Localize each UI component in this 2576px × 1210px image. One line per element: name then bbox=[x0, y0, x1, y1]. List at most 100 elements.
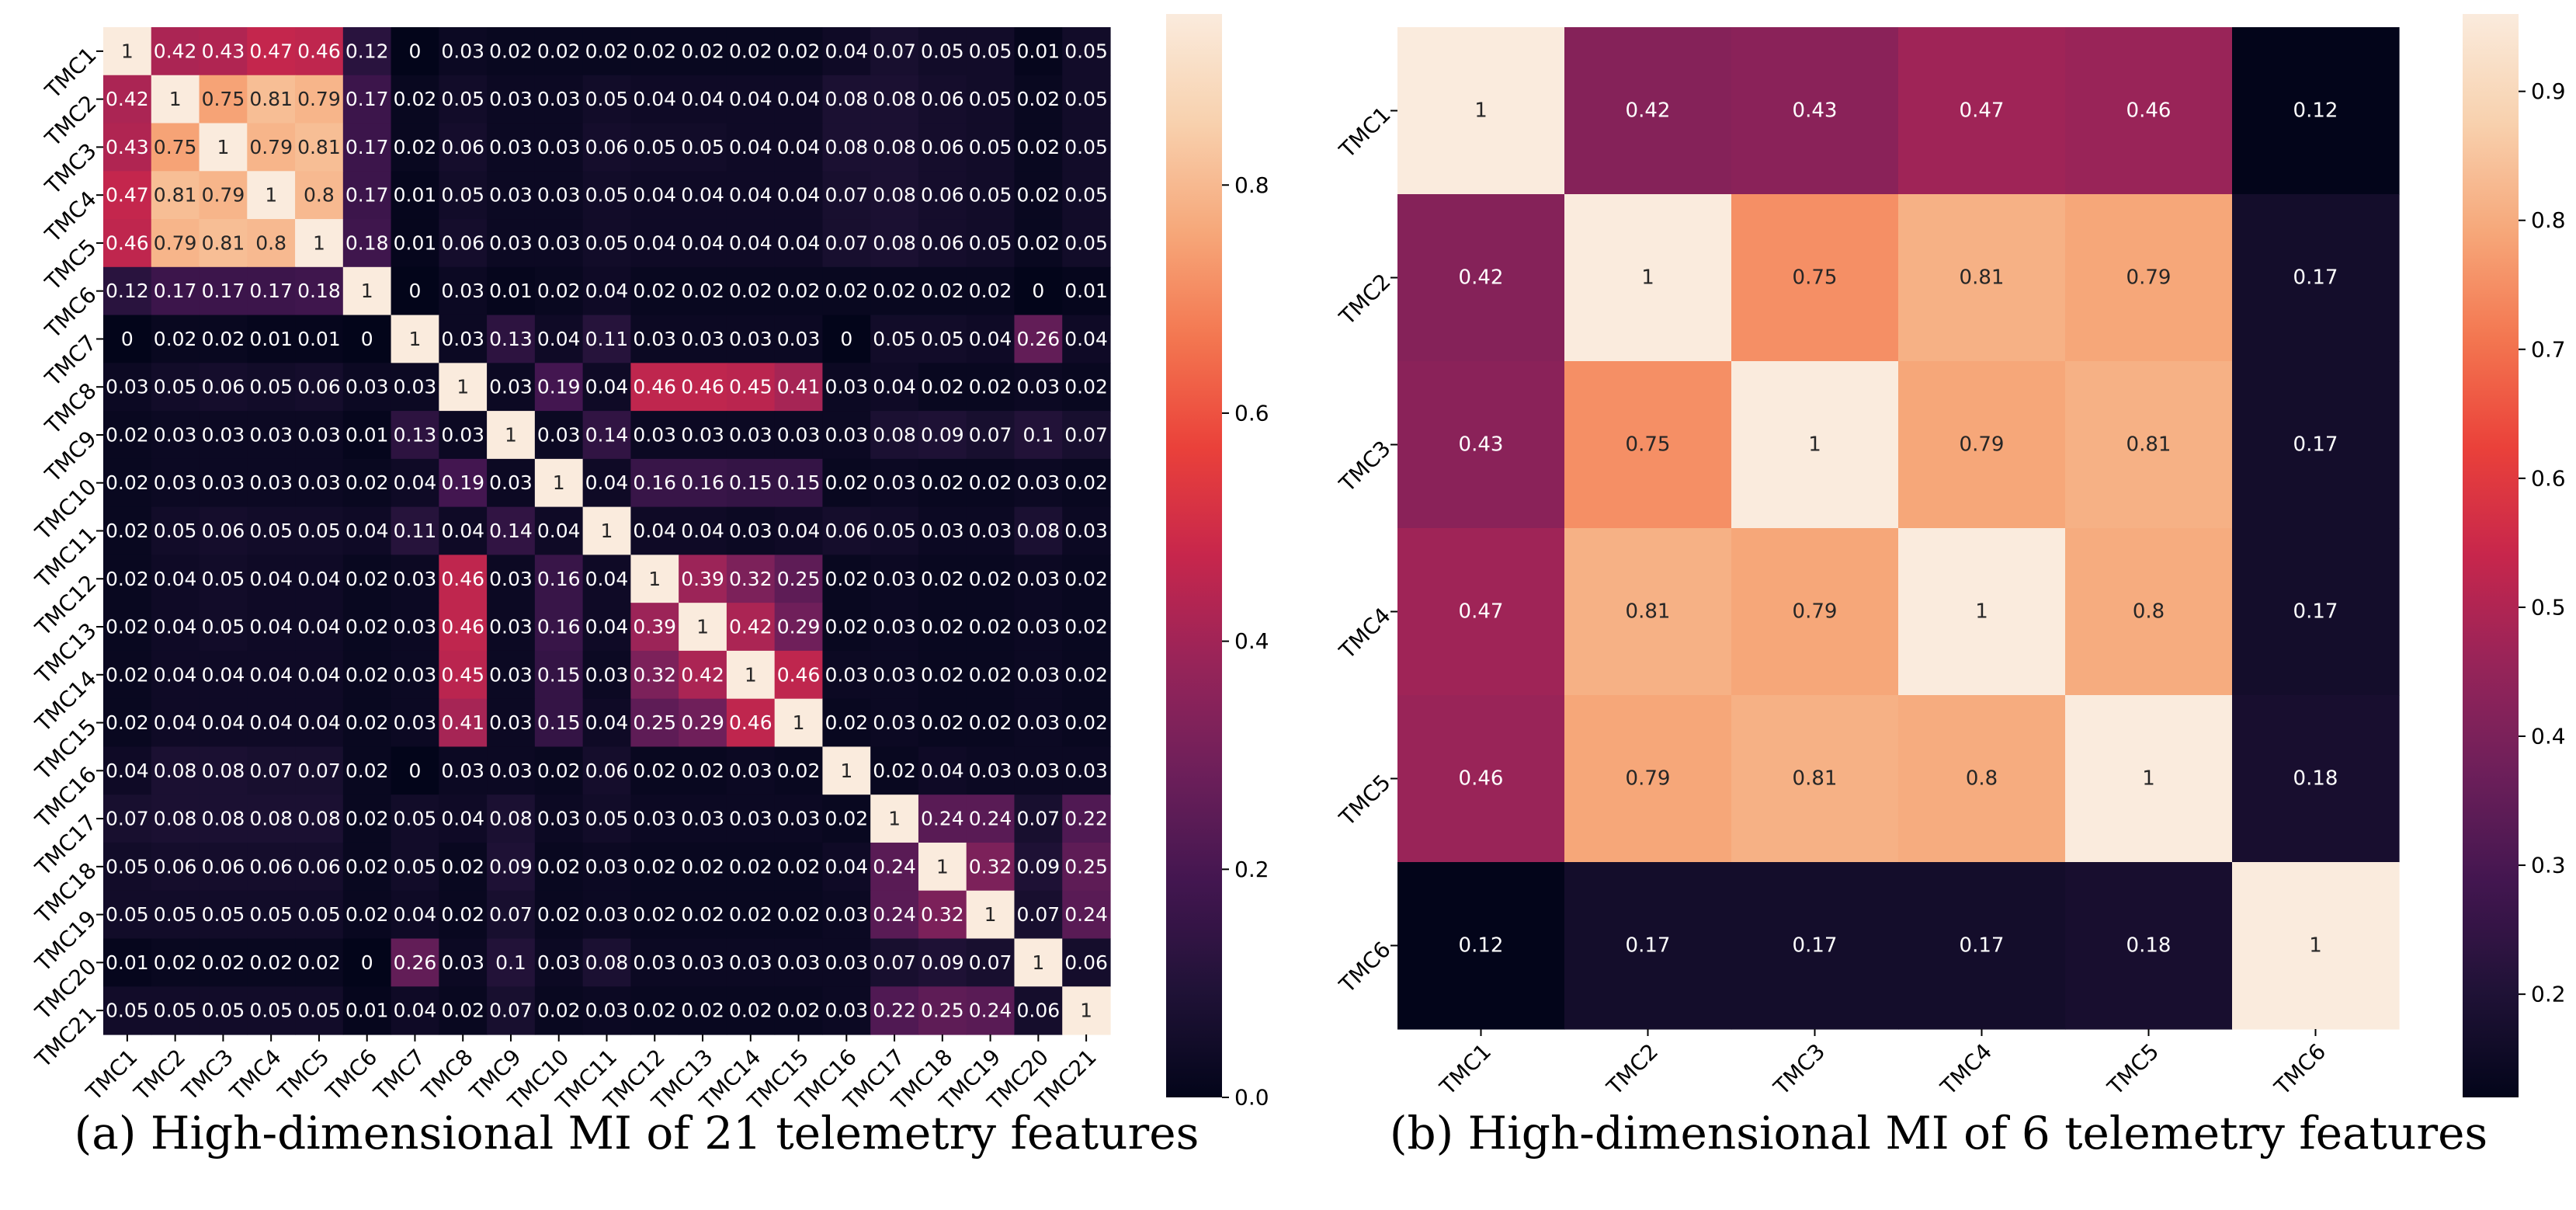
cell-value-label: 0.79 bbox=[1626, 767, 1671, 791]
cell-value-label: 1 bbox=[984, 903, 997, 926]
cell-value-label: 0.07 bbox=[825, 231, 868, 254]
cell-value-label: 0.06 bbox=[1064, 951, 1108, 974]
heatmap-cell bbox=[103, 411, 152, 460]
heatmap-cell bbox=[966, 75, 1015, 124]
heatmap-cell bbox=[342, 506, 392, 555]
x-tick-label: TMC5 bbox=[2102, 1038, 2165, 1100]
heatmap-cell bbox=[295, 171, 344, 220]
heatmap-cell bbox=[103, 746, 152, 795]
heatmap-cell bbox=[391, 650, 439, 700]
heatmap-cell bbox=[774, 506, 824, 555]
cell-value-label: 0.06 bbox=[202, 855, 245, 878]
heatmap-cell bbox=[630, 650, 679, 700]
cell-value-label: 0.05 bbox=[585, 88, 629, 110]
heatmap-cell bbox=[822, 794, 871, 843]
heatmap-cell bbox=[487, 746, 536, 795]
cell-value-label: 0.05 bbox=[969, 136, 1012, 158]
cell-value-label: 0.47 bbox=[106, 184, 149, 207]
heatmap-cell bbox=[151, 890, 200, 940]
heatmap-cell bbox=[1062, 458, 1111, 508]
heatmap-cell bbox=[103, 890, 152, 940]
cell-value-label: 0.09 bbox=[1017, 855, 1061, 878]
cell-value-label: 0.04 bbox=[441, 520, 484, 542]
cell-value-label: 0.03 bbox=[825, 663, 868, 686]
cell-value-label: 0.04 bbox=[394, 1000, 437, 1022]
cell-value-label: 0.04 bbox=[825, 855, 868, 878]
heatmap-cell bbox=[1062, 266, 1111, 316]
heatmap-cell bbox=[582, 890, 631, 940]
cell-value-label: 1 bbox=[1474, 99, 1488, 123]
heatmap-cell bbox=[822, 746, 871, 795]
heatmap-cell bbox=[199, 27, 248, 76]
heatmap-cell bbox=[199, 555, 248, 603]
cell-value-label: 0.05 bbox=[154, 1000, 197, 1022]
heatmap-cell bbox=[199, 938, 248, 987]
cell-value-label: 0.81 bbox=[154, 184, 197, 207]
cell-value-label: 0.02 bbox=[537, 855, 581, 878]
cell-value-label: 0.07 bbox=[969, 423, 1012, 446]
heatmap-cell bbox=[966, 315, 1015, 363]
heatmap-cell bbox=[630, 363, 679, 412]
heatmap-cell bbox=[582, 650, 631, 700]
heatmap-cell bbox=[582, 458, 631, 508]
cell-value-label: 0.04 bbox=[873, 376, 916, 398]
heatmap-cell bbox=[1898, 194, 2066, 362]
heatmap-cell bbox=[1731, 194, 1899, 362]
cell-value-label: 1 bbox=[601, 520, 613, 542]
cell-value-label: 0 bbox=[408, 40, 421, 62]
cell-value-label: 0.03 bbox=[489, 376, 533, 398]
cell-value-label: 0.03 bbox=[537, 808, 581, 830]
cell-value-label: 0.06 bbox=[585, 760, 629, 782]
heatmap-cell bbox=[1062, 171, 1111, 220]
heatmap-cell bbox=[295, 27, 344, 76]
heatmap-cell bbox=[199, 75, 248, 124]
cell-value-label: 0.08 bbox=[873, 184, 916, 207]
cell-value-label: 0.05 bbox=[202, 903, 245, 926]
cell-value-label: 0.03 bbox=[873, 711, 916, 734]
heatmap-cell bbox=[870, 506, 919, 555]
x-tick-label: TMC5 bbox=[273, 1044, 335, 1106]
cell-value-label: 0.02 bbox=[1017, 136, 1061, 158]
x-tick-label: TMC6 bbox=[321, 1044, 383, 1106]
heatmap-cell bbox=[247, 75, 296, 124]
cell-value-label: 0.03 bbox=[489, 760, 533, 782]
heatmap-cell bbox=[487, 411, 536, 460]
heatmap-cell bbox=[582, 698, 631, 748]
heatmap-cell bbox=[487, 506, 536, 555]
heatmap-cell bbox=[774, 698, 824, 748]
cell-value-label: 0.02 bbox=[202, 328, 245, 350]
heatmap-cell bbox=[1564, 862, 1732, 1030]
heatmap-cell bbox=[1731, 27, 1899, 195]
y-tick-label: TMC2 bbox=[1334, 269, 1396, 331]
heatmap-cell bbox=[630, 746, 679, 795]
heatmap-cell bbox=[295, 555, 344, 603]
y-tick-label: TMC4 bbox=[40, 186, 102, 248]
heatmap-cell bbox=[1898, 695, 2066, 863]
heatmap-cell bbox=[1014, 603, 1063, 652]
y-tick-label: TMC1 bbox=[40, 42, 102, 104]
cell-value-label: 0.04 bbox=[537, 520, 581, 542]
cell-value-label: 0.39 bbox=[681, 568, 724, 590]
heatmap-cell bbox=[295, 75, 344, 124]
cell-value-label: 0.07 bbox=[106, 808, 149, 830]
cell-value-label: 1 bbox=[408, 328, 421, 350]
cell-value-label: 0.02 bbox=[969, 663, 1012, 686]
cell-value-label: 0.04 bbox=[585, 471, 629, 494]
cell-value-label: 0.02 bbox=[777, 855, 821, 878]
cell-value-label: 0.03 bbox=[441, 423, 484, 446]
cell-value-label: 0 bbox=[121, 328, 134, 350]
heatmap-cell bbox=[199, 794, 248, 843]
heatmap-cell bbox=[870, 315, 919, 363]
cell-value-label: 0.8 bbox=[2133, 600, 2165, 624]
cell-value-label: 0.04 bbox=[729, 136, 772, 158]
cell-value-label: 0.04 bbox=[154, 711, 197, 734]
heatmap-cell bbox=[630, 123, 679, 172]
heatmap-cell bbox=[342, 650, 392, 700]
cell-value-label: 0.03 bbox=[729, 760, 772, 782]
cell-value-label: 1 bbox=[361, 280, 373, 302]
cell-value-label: 0.03 bbox=[585, 855, 629, 878]
heatmap-cell bbox=[1397, 695, 1565, 863]
cell-value-label: 0.03 bbox=[489, 88, 533, 110]
heatmap-cell bbox=[151, 986, 200, 1035]
heatmap-cell bbox=[295, 123, 344, 172]
